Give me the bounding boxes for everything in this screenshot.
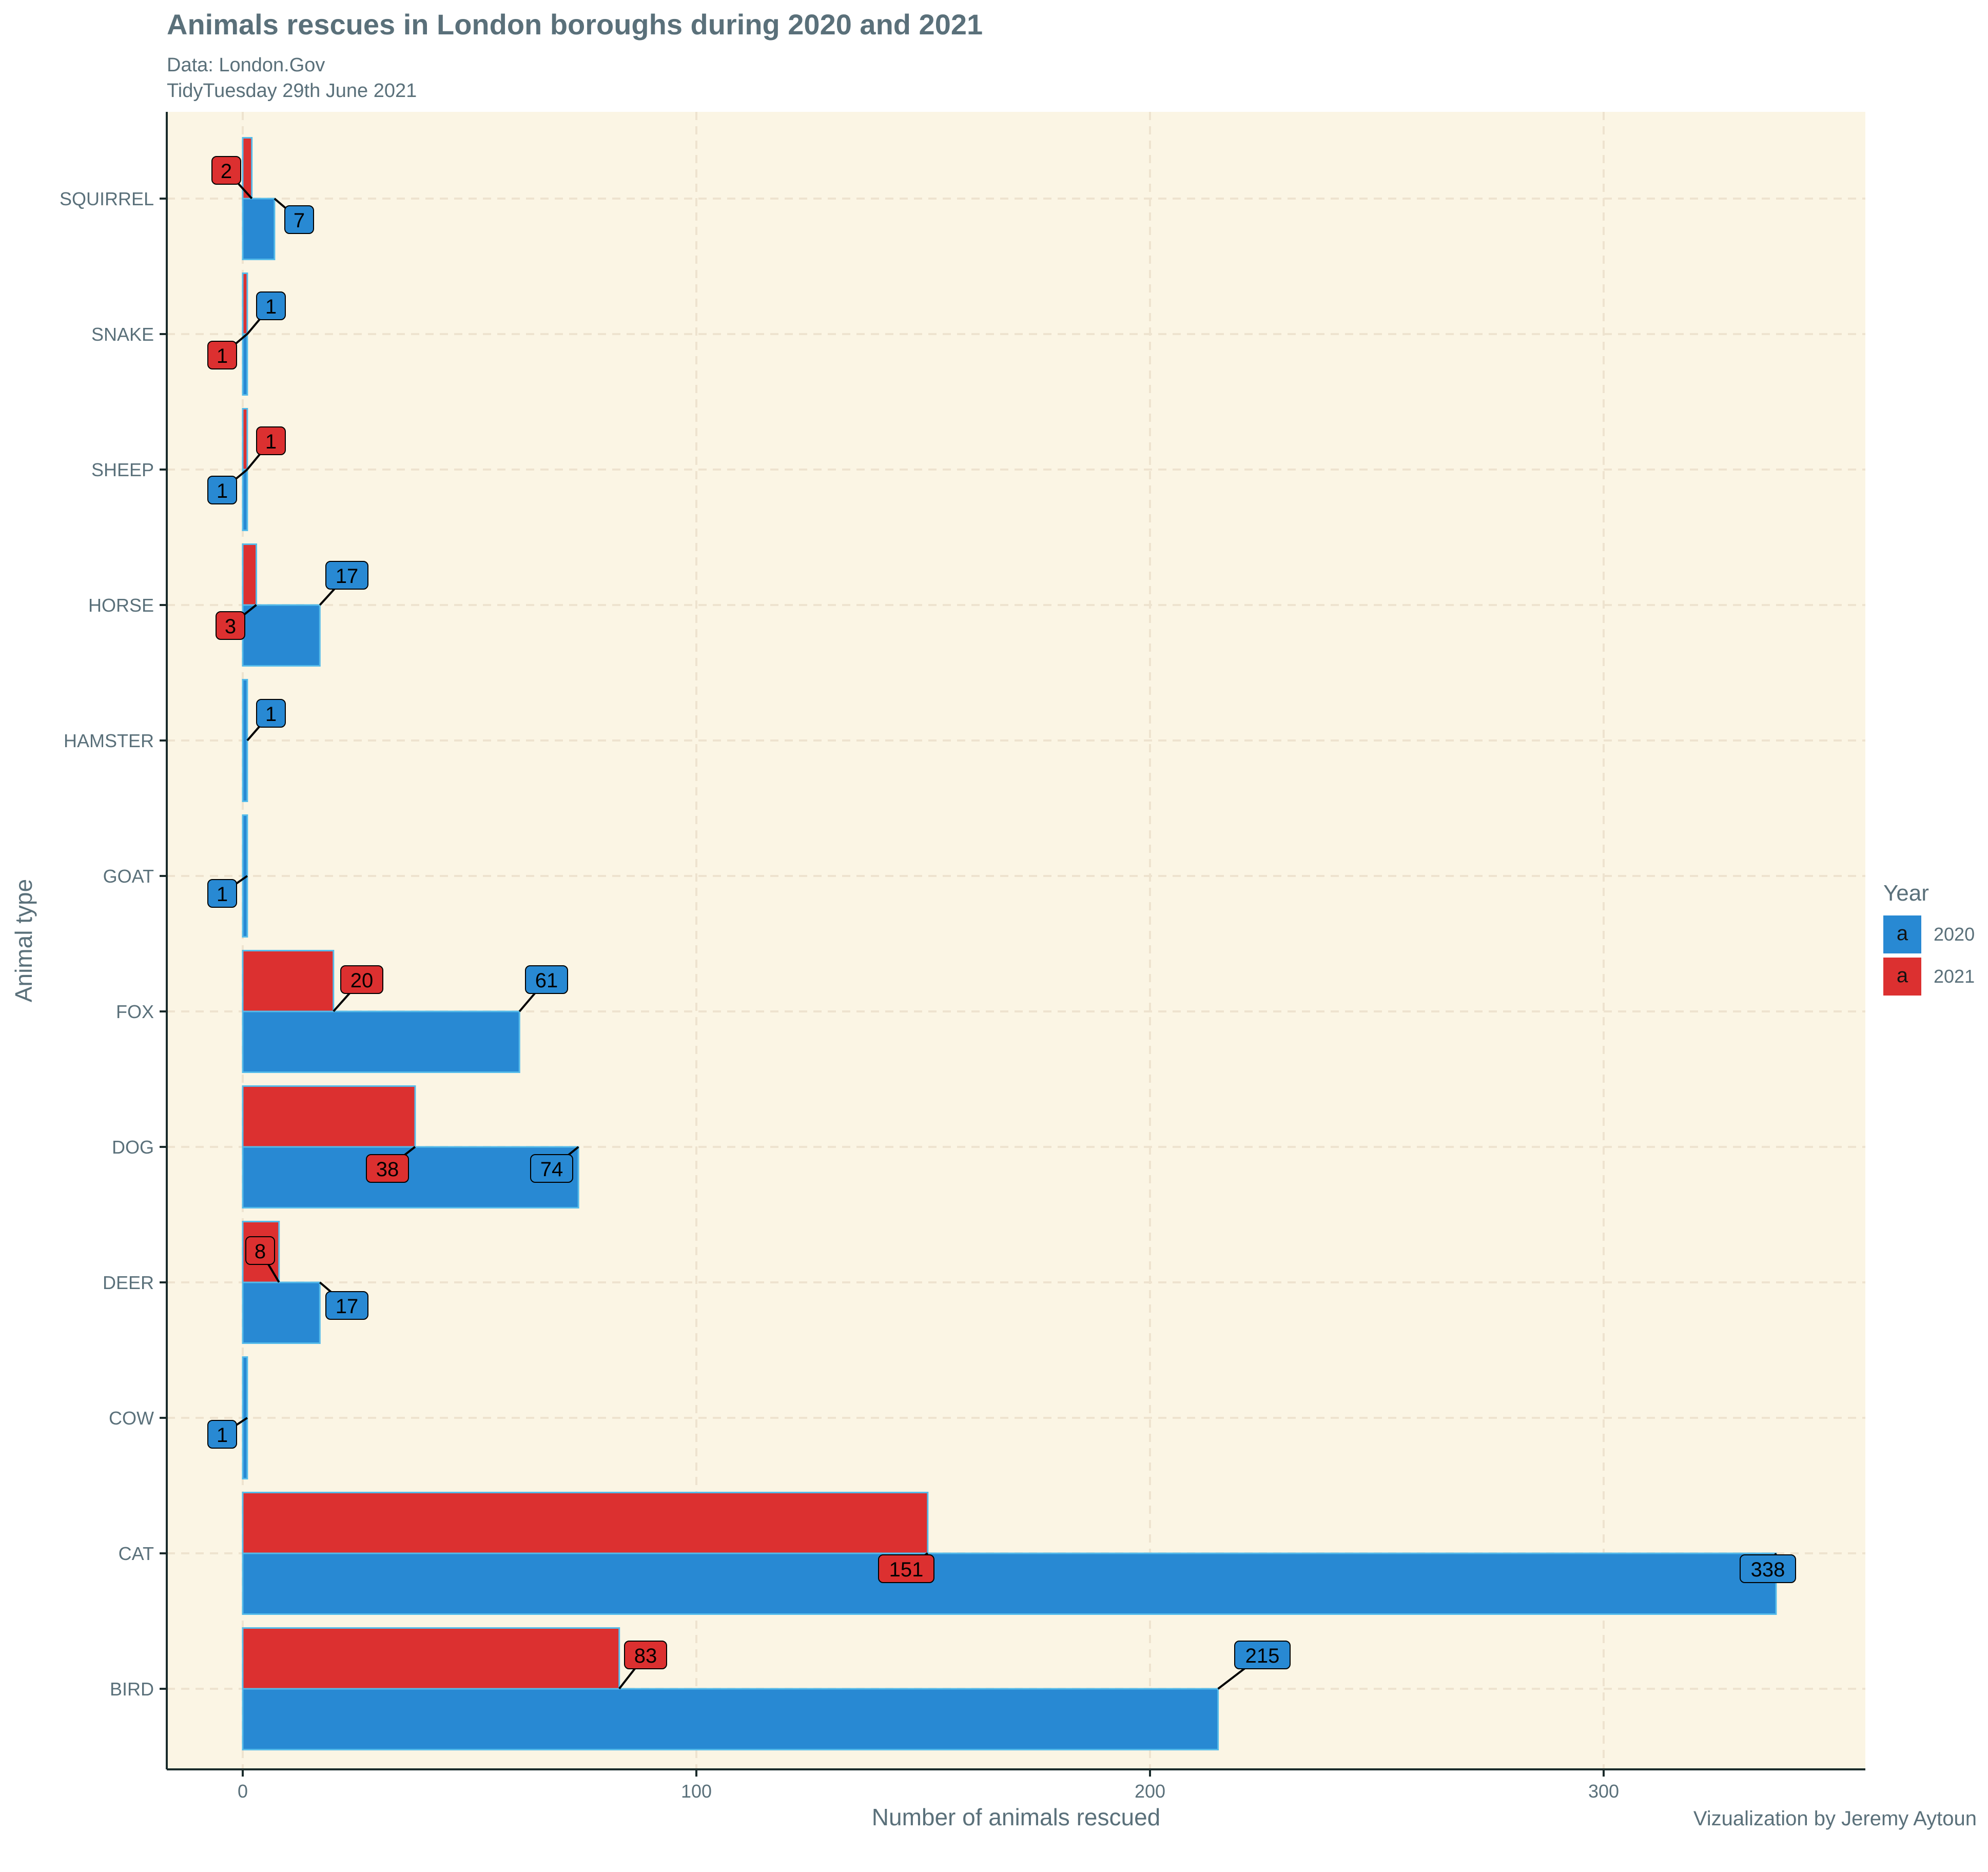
data-label: 8 [255,1240,266,1263]
data-label: 74 [540,1158,563,1181]
bar-2020 [242,1688,1219,1750]
y-tick-label: DOG [112,1137,154,1158]
data-label-box [1740,1554,1796,1583]
data-label-box [207,476,237,504]
caption: Vizualization by Jeremy Aytoun [1693,1807,1977,1830]
data-label-box [624,1641,667,1669]
data-label-box [256,426,286,455]
data-label: 17 [336,1295,359,1318]
x-tick-label: 300 [1588,1781,1619,1802]
legend: Year a 2020 a 2021 [1883,881,1975,998]
data-label-box [1234,1641,1291,1669]
data-label: 338 [1751,1558,1785,1581]
data-label-box [216,611,245,640]
bar-2021 [242,543,258,606]
y-tick-label: HORSE [88,595,154,616]
bar-2020 [242,1146,579,1208]
data-label: 3 [225,615,236,638]
data-label-box [284,205,314,234]
data-label-box [366,1154,409,1183]
legend-key-glyph: a [1896,964,1908,987]
bar-2020 [242,333,248,396]
legend-key-2021: a [1883,958,1921,996]
bar-2021 [242,950,335,1012]
bar-2021 [242,272,248,335]
bar-2020 [242,1552,1777,1615]
data-label-box [256,291,286,320]
data-label: 1 [217,883,228,906]
data-label-box [256,699,286,728]
x-tick-label: 100 [681,1781,712,1802]
y-axis-title: Animal type [10,879,37,1002]
legend-key-2020: a [1883,915,1921,953]
bar-2021 [242,1627,620,1690]
y-tick-label: SQUIRREL [60,188,154,209]
subtitle-event: TidyTuesday 29th June 2021 [167,80,417,102]
data-label: 17 [336,565,359,588]
y-tick-label: FOX [116,1001,154,1022]
y-tick-label: SHEEP [91,459,154,480]
bar-2020 [242,679,248,802]
data-label: 38 [376,1158,399,1181]
data-label: 215 [1245,1645,1280,1667]
data-label: 20 [350,969,374,992]
legend-label-2021: 2021 [1934,966,1975,987]
data-label: 1 [217,345,228,367]
x-tick-label: 200 [1135,1781,1165,1802]
data-label-box [878,1554,934,1583]
bar-2021 [242,408,248,471]
legend-key-glyph: a [1896,922,1908,945]
legend-item-2021: a 2021 [1883,956,1975,998]
data-label: 61 [535,969,558,992]
bar-2020 [242,198,276,260]
bar-2020 [242,469,248,531]
legend-item-2020: a 2020 [1883,913,1975,956]
data-label: 7 [294,209,305,232]
data-label-box [207,879,237,908]
y-tick-label: HAMSTER [64,730,154,751]
y-tick-label: SNAKE [91,324,154,345]
data-label: 151 [889,1558,924,1581]
data-label-box [207,341,237,369]
bar-2020 [242,604,321,667]
data-label-box [207,1420,237,1449]
data-label: 2 [221,160,232,183]
data-label-box [245,1236,275,1265]
y-tick-label: GOAT [103,866,154,887]
chart-title: Animals rescues in London boroughs durin… [167,8,983,41]
data-label-box [340,965,383,994]
data-label: 83 [634,1645,657,1667]
y-tick-label: CAT [119,1543,154,1564]
bar-2020 [242,1010,520,1073]
y-tick-label: BIRD [110,1679,154,1700]
data-label: 1 [265,703,277,726]
x-tick-label: 0 [238,1781,248,1802]
data-label: 1 [217,480,228,502]
data-label: 1 [217,1424,228,1447]
legend-label-2020: 2020 [1934,924,1975,945]
chart-subtitle: Data: London.Gov TidyTuesday 29th June 2… [167,52,417,104]
bar-2020 [242,1281,321,1344]
bar-2021 [242,1085,416,1148]
data-label-box [530,1154,573,1183]
data-label: 1 [265,296,277,318]
legend-title: Year [1883,881,1929,906]
data-label-box [325,1291,368,1320]
y-tick-label: COW [109,1408,154,1429]
data-label-box [525,965,568,994]
data-label-box [325,561,368,590]
data-label: 1 [265,431,277,453]
subtitle-source: Data: London.Gov [167,54,325,76]
x-axis-title: Number of animals rescued [872,1804,1160,1830]
y-tick-label: DEER [103,1272,154,1293]
bar-2021 [242,1492,929,1554]
data-label-box [211,156,241,185]
